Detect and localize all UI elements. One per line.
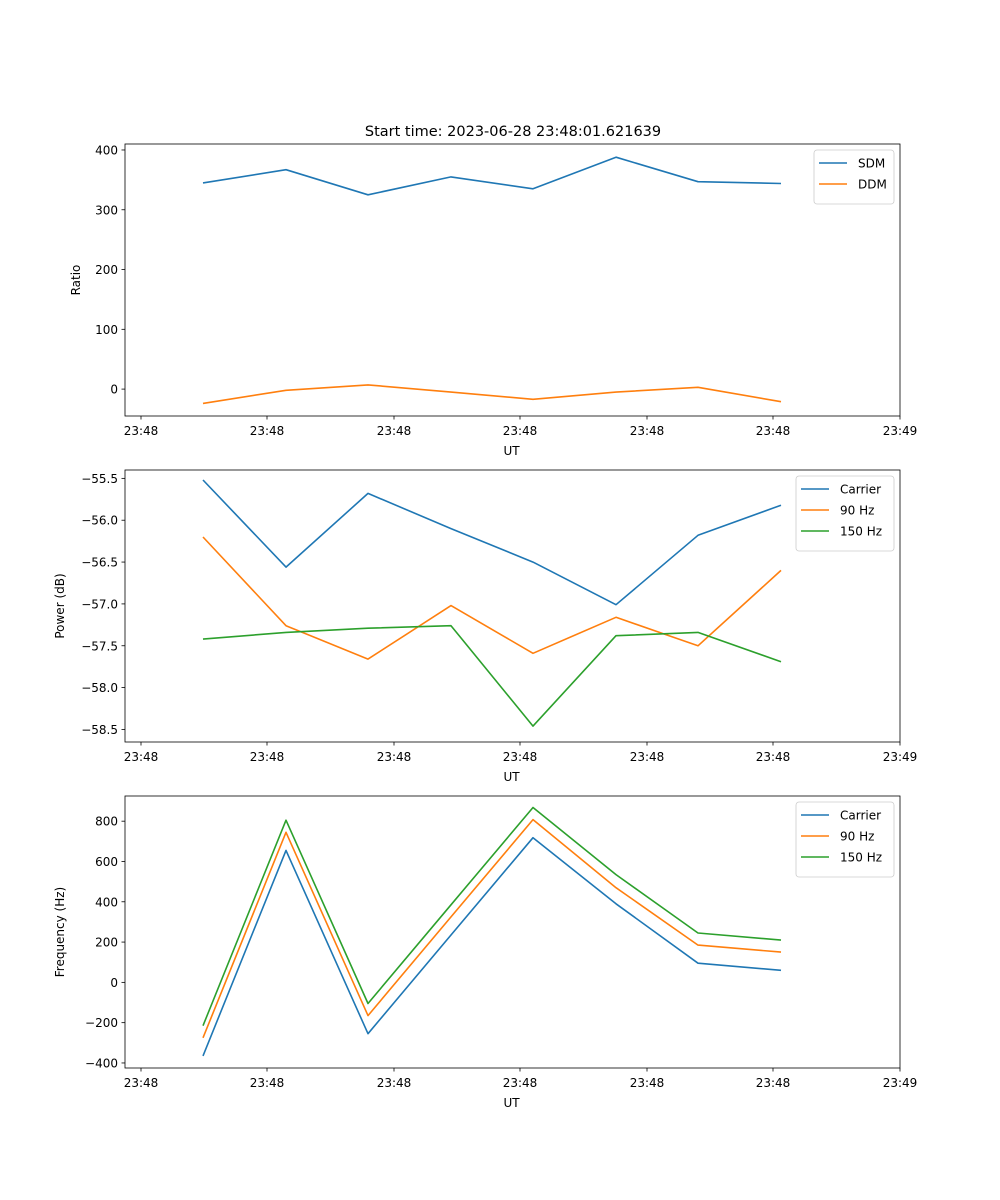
y-tick-label: −400 xyxy=(85,1056,118,1070)
axes-frame xyxy=(124,143,901,417)
legend-box xyxy=(795,475,895,552)
chart-panel-2: −55.5 −56.0 −56.5 −57.0 −57.5 −58.0 −58.5 23:48… xyxy=(53,469,918,784)
legend-label: 150 Hz xyxy=(840,525,882,539)
y-axis-label: Power (dB) xyxy=(53,573,67,638)
y-tick-label: 400 xyxy=(95,895,118,909)
series-line-carrier xyxy=(202,479,782,606)
legend-label: 90 Hz xyxy=(840,830,874,844)
x-tick-label: 23:48 xyxy=(250,424,285,438)
y-tick-label: 0 xyxy=(110,976,118,990)
legend-label: Carrier xyxy=(840,483,881,497)
x-tick-label: 23:48 xyxy=(630,424,665,438)
x-tick-label: 23:48 xyxy=(630,1076,665,1090)
y-tick-label: −58.5 xyxy=(81,723,118,737)
series-line-carrier xyxy=(202,836,782,1057)
legend: Carrier 90 Hz 150 Hz xyxy=(795,801,895,878)
x-tick-label: 23:49 xyxy=(883,750,918,764)
x-tick-label: 23:49 xyxy=(883,424,918,438)
y-tick-label: 800 xyxy=(95,815,118,829)
series-line-ddm xyxy=(202,384,782,405)
x-tick-label: 23:49 xyxy=(883,1076,918,1090)
x-tick-label: 23:48 xyxy=(124,1076,159,1090)
legend-label: 150 Hz xyxy=(840,851,882,865)
y-tick-label: 100 xyxy=(95,323,118,337)
x-tick-label: 23:48 xyxy=(377,1076,412,1090)
legend-label: 90 Hz xyxy=(840,504,874,518)
y-tick-label: 200 xyxy=(95,936,118,950)
legend: Carrier 90 Hz 150 Hz xyxy=(795,475,895,552)
series-line-90-hz xyxy=(202,536,782,660)
charts-container: 0 100 200 300 400 23:48 23:48 23:48 23:48 23:48 23… xyxy=(53,143,917,1110)
x-tick-label: 23:48 xyxy=(377,424,412,438)
x-tick-label: 23:48 xyxy=(756,424,791,438)
chart-panel-1: 0 100 200 300 400 23:48 23:48 23:48 23:48 23:48 23… xyxy=(69,143,917,458)
x-tick-label: 23:48 xyxy=(756,1076,791,1090)
x-axis-label: UT xyxy=(503,444,520,458)
y-tick-label: −200 xyxy=(85,1016,118,1030)
y-tick-label: −55.5 xyxy=(81,472,118,486)
x-tick-label: 23:48 xyxy=(377,750,412,764)
x-tick-label: 23:48 xyxy=(756,750,791,764)
y-tick-label: −58.0 xyxy=(81,681,118,695)
legend-label: DDM xyxy=(858,178,887,192)
legend-label: Carrier xyxy=(840,809,881,823)
axes-frame xyxy=(124,469,901,743)
axes-frame xyxy=(124,795,901,1069)
legend-box xyxy=(795,801,895,878)
x-axis-label: UT xyxy=(503,1096,520,1110)
y-axis-label: Ratio xyxy=(69,265,83,296)
y-tick-label: 0 xyxy=(110,383,118,397)
x-tick-label: 23:48 xyxy=(503,750,538,764)
series-line-sdm xyxy=(202,156,782,196)
y-axis-label: Frequency (Hz) xyxy=(53,887,67,978)
figure-title: Start time: 2023-06-28 23:48:01.621639 xyxy=(365,124,661,140)
x-tick-label: 23:48 xyxy=(630,750,665,764)
x-axis-label: UT xyxy=(503,770,520,784)
chart-panel-3: 800 600 400 200 0 −200 −400 23:48 23:48 23:48 23:4… xyxy=(53,795,918,1110)
x-tick-label: 23:48 xyxy=(250,750,285,764)
legend-label: SDM xyxy=(858,157,885,171)
y-tick-label: −56.5 xyxy=(81,556,118,570)
y-tick-label: −57.0 xyxy=(81,597,118,611)
series-line-150-hz xyxy=(202,806,782,1026)
series-line-150-hz xyxy=(202,624,782,727)
legend: SDM DDM xyxy=(813,149,895,205)
x-tick-label: 23:48 xyxy=(503,1076,538,1090)
y-tick-label: 400 xyxy=(95,143,118,157)
y-tick-label: −57.5 xyxy=(81,639,118,653)
y-tick-label: −56.0 xyxy=(81,514,118,528)
x-tick-label: 23:48 xyxy=(250,1076,285,1090)
x-tick-label: 23:48 xyxy=(124,424,159,438)
series-line-90-hz xyxy=(202,818,782,1039)
y-tick-label: 300 xyxy=(95,203,118,217)
x-tick-label: 23:48 xyxy=(124,750,159,764)
y-tick-label: 200 xyxy=(95,263,118,277)
y-tick-label: 600 xyxy=(95,855,118,869)
x-tick-label: 23:48 xyxy=(503,424,538,438)
